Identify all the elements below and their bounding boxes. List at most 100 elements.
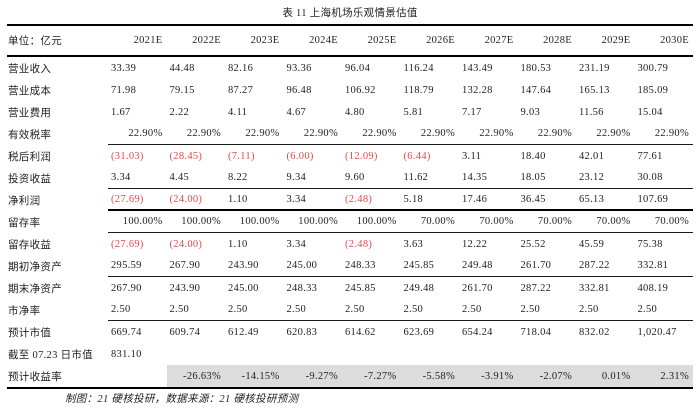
cell: 100.00% [108,211,167,233]
year-header: 2025E [367,35,397,46]
table-row: 投资收益 3.34 4.45 8.22 9.34 9.60 11.62 14.35 18.05 2… [7,167,693,189]
cell: 1.10 [225,189,284,211]
cell: 4.11 [228,106,248,118]
cell: 100.00% [225,211,284,233]
cell: 11.62 [400,167,459,189]
cell [459,343,518,365]
cell: 612.49 [228,326,259,338]
cell: 245.00 [228,282,259,294]
table-row: 营业费用 1.67 2.22 4.11 4.67 4.80 5.81 7.17 9.03 11.5… [7,101,693,123]
year-header: 2021E [133,35,163,46]
cell: 2.50 [517,299,576,321]
cell: 248.33 [342,255,401,277]
cell: 2.50 [342,299,401,321]
cell: 45.59 [579,238,605,250]
cell: 22.90% [225,123,284,145]
table-row: 税后利润 (31.03) (28.45) (7.11) (6.00) (12.09) (6.… [7,145,693,167]
row-label: 营业费用 [8,107,52,119]
cell [284,343,343,365]
cell: 2.50 [283,299,342,321]
cell: 669.74 [111,326,142,338]
cell: 267.90 [166,255,225,277]
cell: 30.08 [634,167,693,189]
row-label: 营业成本 [8,85,52,97]
cell: 2.50 [108,299,167,321]
cell: 22.90% [342,123,401,145]
row-label: 预计收益率 [8,371,62,383]
cell: 831.10 [111,348,142,360]
cell: 8.22 [225,167,284,189]
cell: 165.13 [579,84,610,96]
cell: 5.81 [403,106,424,118]
cell: 332.81 [579,282,610,294]
cell: 0.01% [576,365,635,387]
table-row: 期初净资产 295.59 267.90 243.90 245.00 248.33 245.8… [7,255,693,277]
cell: 22.90% [517,123,576,145]
cell: 1.10 [228,238,248,250]
row-label: 营业收入 [8,63,52,75]
cell: -3.91% [459,365,518,387]
cell: 33.39 [111,62,137,74]
table-header-row: 单位：亿元 2021E 2022E 2023E 2024E 2025E 2026E 2027E… [7,26,693,57]
cell: 42.01 [579,150,605,162]
cell: 71.98 [111,84,137,96]
cell: 609.74 [169,326,201,338]
cell: 261.70 [517,255,576,277]
cell: 25.52 [520,238,546,250]
row-label: 留存收益 [8,239,52,251]
cell: 2.50 [634,299,693,321]
cell: 243.90 [225,255,284,277]
cell: 287.22 [576,255,635,277]
row-label: 期末净资产 [8,283,62,295]
cell: 1,020.47 [637,326,677,338]
cell: (2.48) [342,189,401,211]
cell: 3.34 [283,189,342,211]
table-footnote: 制图：21 硬核投研，数据来源：21 硬核投研预测 [65,394,299,405]
year-header: 2024E [309,35,338,46]
cell: -14.15% [225,365,284,387]
table-row: 营业成本 71.98 79.15 87.27 96.48 106.92 118.79 132.… [7,79,693,101]
cell: 70.00% [459,211,518,233]
cell: 22.90% [459,123,518,145]
cell: 180.53 [520,62,552,74]
cell: 654.24 [462,326,493,338]
cell: 100.00% [166,211,225,233]
cell: 9.34 [283,167,342,189]
cell: 77.61 [637,150,663,162]
cell: 718.04 [520,326,552,338]
cell: 79.15 [169,84,195,96]
cell: 249.48 [403,282,435,294]
cell: 36.45 [517,189,576,211]
cell: 106.92 [345,84,376,96]
cell: 3.11 [462,150,482,162]
cell [167,343,226,365]
table-row: 市净率 2.50 2.50 2.50 2.50 2.50 2.50 2.50 2.50 2.50 2… [7,299,693,321]
cell: 22.90% [634,123,693,145]
cell: 620.83 [286,326,318,338]
cell [518,343,577,365]
table-row: 有效税率 22.90% 22.90% 22.90% 22.90% 22.90% 22.90%… [7,123,693,145]
cell: 22.90% [283,123,342,145]
table-row: 截至 07.23 日市值 831.10 [7,343,693,365]
cell: 14.35 [459,167,518,189]
cell: 2.50 [166,299,225,321]
cell: 9.60 [342,167,401,189]
cell: 118.79 [403,84,434,96]
cell: 2.31% [634,365,693,387]
cell [576,343,635,365]
cell: 65.13 [576,189,635,211]
cell: (27.69) [108,189,167,211]
cell: 614.62 [345,326,376,338]
cell: 245.85 [345,282,376,294]
cell: 116.24 [403,62,434,74]
cell: 143.49 [462,62,493,74]
table-row: 留存收益 (27.69) (24.00) 1.10 3.34 (2.48) 3.63 12.2… [7,233,693,255]
cell: 4.67 [286,106,307,118]
cell: 267.90 [111,282,142,294]
cell: 9.03 [520,106,541,118]
cell: 3.34 [108,167,167,189]
cell: (28.45) [169,150,203,162]
table-row: 预计市值 669.74 609.74 612.49 620.83 614.62 623.69… [7,321,693,343]
table-row: 净利润 (27.69) (24.00) 1.10 3.34 (2.48) 5.18 17.46… [7,189,693,211]
